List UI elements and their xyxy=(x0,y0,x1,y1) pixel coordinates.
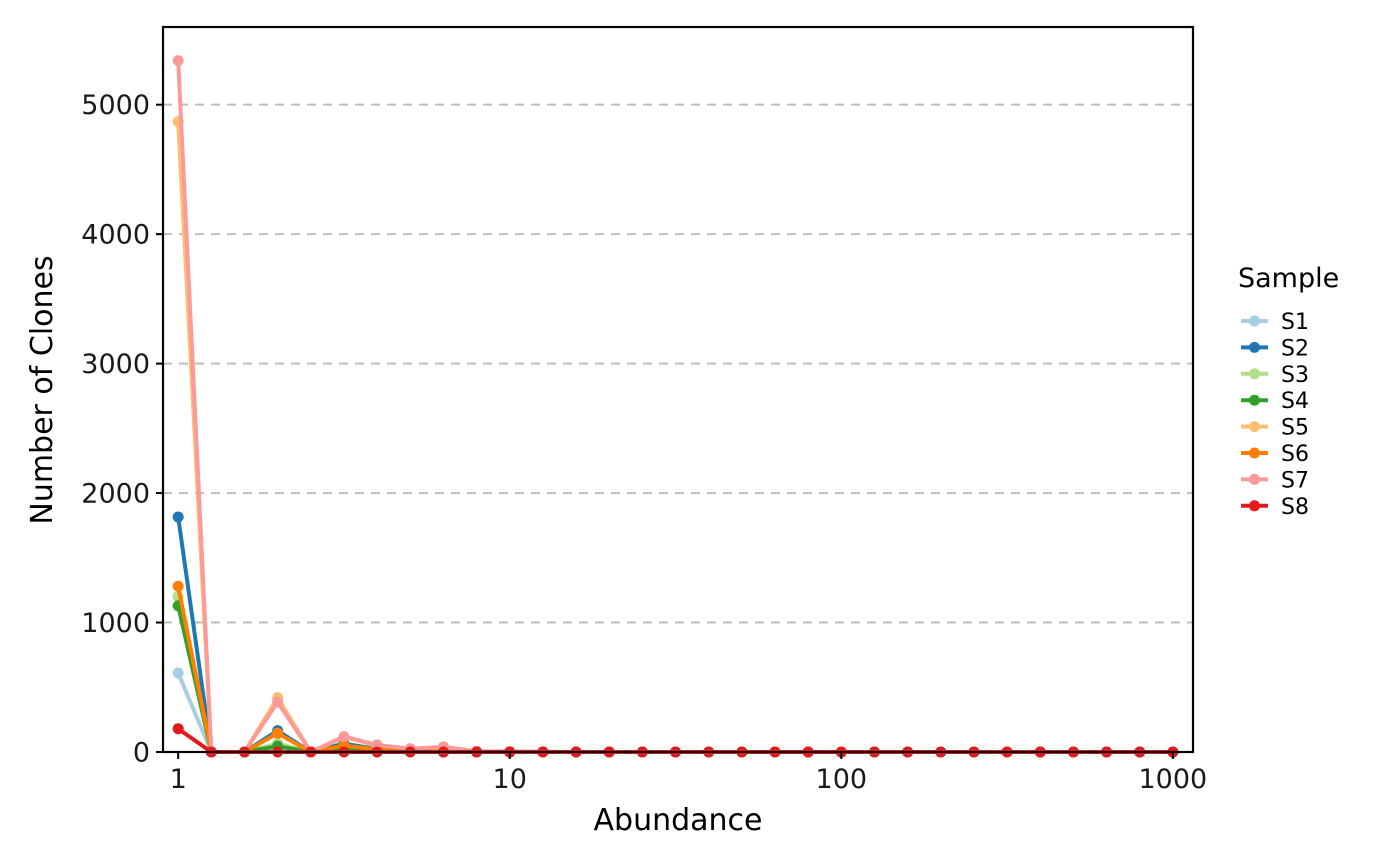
data-point-s8 xyxy=(172,723,184,735)
y-tick-label: 0 xyxy=(133,738,150,769)
legend-key-point xyxy=(1249,421,1260,433)
legend-label: S5 xyxy=(1281,416,1309,441)
data-point-s7 xyxy=(172,55,184,67)
data-point-s7 xyxy=(338,730,350,742)
legend-key-point xyxy=(1249,394,1260,406)
data-point-s2 xyxy=(172,511,184,523)
data-point-s6 xyxy=(272,727,284,739)
data-point-s7 xyxy=(272,696,284,708)
legend-item-s4: S4 xyxy=(1241,389,1309,414)
legend-item-s1: S1 xyxy=(1241,310,1309,335)
legend-key-point xyxy=(1249,315,1260,327)
legend-label: S4 xyxy=(1281,389,1309,414)
y-tick-label: 5000 xyxy=(81,90,150,121)
x-tick-label: 10 xyxy=(493,764,527,795)
x-tick-label: 100 xyxy=(816,764,868,795)
y-tick-label: 1000 xyxy=(81,608,150,639)
legend-key-point xyxy=(1249,341,1260,353)
legend-label: S8 xyxy=(1281,495,1309,520)
y-gridlines xyxy=(163,103,1193,624)
legend-key-point xyxy=(1249,447,1260,459)
data-point-s1 xyxy=(172,667,184,679)
y-tick-label: 3000 xyxy=(81,349,150,380)
legend-label: S3 xyxy=(1281,363,1309,388)
y-tick-label: 2000 xyxy=(81,479,150,510)
legend-item-s3: S3 xyxy=(1241,363,1309,388)
data-point-s6 xyxy=(172,580,184,592)
legend-item-s2: S2 xyxy=(1241,336,1309,361)
legend-key-point xyxy=(1249,368,1260,380)
x-tick-label: 1000 xyxy=(1139,764,1208,795)
plot-panel-border xyxy=(161,25,1195,754)
legend-item-s5: S5 xyxy=(1241,416,1309,441)
legend-label: S2 xyxy=(1281,336,1309,361)
legend-label: S1 xyxy=(1281,310,1309,335)
legend-title: Sample xyxy=(1238,263,1339,294)
x-tick-label: 1 xyxy=(170,764,187,795)
legend-key-point xyxy=(1249,473,1260,485)
y-tick-label: 4000 xyxy=(81,220,150,251)
x-axis-title: Abundance xyxy=(594,803,763,838)
legend-item-s8: S8 xyxy=(1241,495,1309,520)
legend-label: S6 xyxy=(1281,442,1309,467)
y-axis: 0 1000 2000 3000 4000 5000 xyxy=(81,90,163,769)
legend-label: S7 xyxy=(1281,468,1309,493)
legend-item-s7: S7 xyxy=(1241,468,1309,493)
legend-key-point xyxy=(1249,500,1260,512)
x-axis: 1 10 100 1000 xyxy=(170,752,1208,795)
legend-item-s6: S6 xyxy=(1241,442,1309,467)
y-axis-title: Number of Clones xyxy=(25,255,60,524)
